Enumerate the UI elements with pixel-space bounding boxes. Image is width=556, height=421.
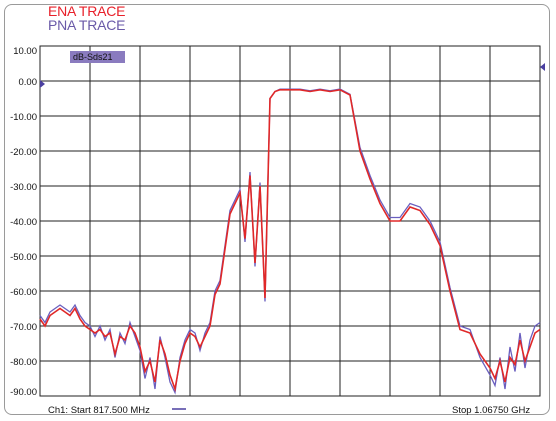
y-tick-label: 0.00 bbox=[19, 77, 38, 88]
y-tick-label: -70.00 bbox=[10, 322, 37, 333]
ena-trace-line bbox=[39, 88, 541, 393]
y-tick-label: -10.00 bbox=[10, 112, 37, 123]
stop-frequency-label: Stop 1.06750 GHz bbox=[452, 405, 530, 416]
legend-pna-trace: PNA TRACE bbox=[48, 17, 126, 33]
trace-label: dB-Sds21 bbox=[73, 52, 113, 62]
pna-trace-line bbox=[39, 88, 541, 395]
y-tick-label: 10.00 bbox=[13, 46, 37, 57]
legend-ena-trace: ENA TRACE bbox=[48, 3, 126, 19]
y-tick-label: -50.00 bbox=[10, 252, 37, 263]
trace-label-badge bbox=[70, 51, 125, 63]
reference-marker-left-icon bbox=[40, 80, 45, 88]
plot-grid bbox=[40, 46, 540, 396]
legend: ENA TRACE PNA TRACE bbox=[48, 3, 126, 33]
y-tick-label: -20.00 bbox=[10, 147, 37, 158]
y-tick-label: -60.00 bbox=[10, 287, 37, 298]
y-tick-label: -80.00 bbox=[10, 357, 37, 368]
y-tick-label: -40.00 bbox=[10, 217, 37, 228]
y-tick-label: -30.00 bbox=[10, 182, 37, 193]
start-frequency-label: Ch1: Start 817.500 MHz bbox=[48, 405, 150, 416]
y-tick-label: -90.00 bbox=[10, 387, 37, 398]
reference-marker-right-icon bbox=[540, 63, 545, 71]
y-tick-labels: 10.00 0.00 -10.00 -20.00 -30.00 -40.00 -50.00 -… bbox=[10, 46, 37, 398]
